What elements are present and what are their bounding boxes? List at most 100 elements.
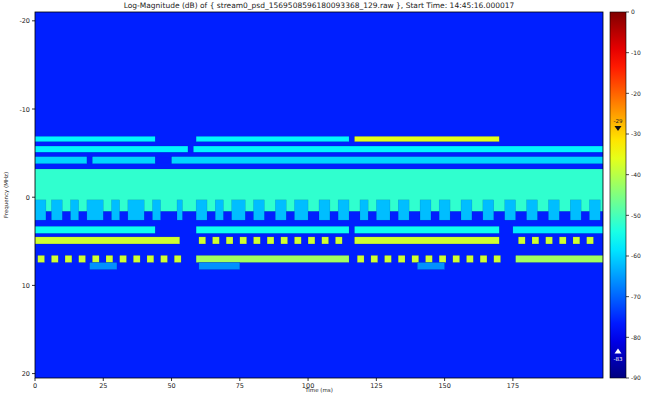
colorbar-tick-label: -10: [631, 49, 641, 56]
y-tick: [32, 285, 35, 286]
psd-cell: [196, 136, 349, 141]
psd-cell: [513, 226, 603, 233]
psd-cell: [35, 226, 155, 233]
psd-cell: [174, 255, 181, 262]
y-tick-label: 0: [26, 194, 30, 202]
psd-cell: [319, 200, 330, 220]
colorbar-tick-label: -20: [631, 90, 641, 97]
psd-cell: [417, 262, 444, 269]
y-tick: [32, 109, 35, 110]
psd-cell: [35, 136, 155, 141]
colorbar-marker: [615, 126, 622, 131]
colorbar-tick: [626, 337, 629, 338]
psd-cell: [532, 237, 539, 244]
psd-cell: [92, 255, 99, 262]
colorbar-marker-label: -83: [614, 356, 623, 362]
psd-cell: [226, 237, 233, 244]
psd-cell: [120, 255, 127, 262]
psd-cell: [398, 255, 405, 262]
psd-cell: [172, 157, 603, 164]
psd-cell: [480, 255, 487, 262]
y-axis-label: Frequency (MHz): [3, 172, 10, 218]
x-tick-label: 75: [236, 382, 244, 390]
psd-cell: [461, 200, 472, 220]
x-tick-label: 0: [33, 382, 37, 390]
y-tick: [32, 197, 35, 198]
x-axis-label: Time (ms): [304, 387, 333, 393]
psd-cell: [35, 237, 180, 244]
colorbar-tick: [626, 134, 629, 135]
psd-cell: [128, 200, 144, 220]
psd-cell: [199, 237, 206, 244]
psd-cell: [232, 200, 246, 220]
psd-cell: [439, 255, 446, 262]
psd-cell: [322, 237, 329, 244]
psd-cell: [215, 200, 223, 220]
colorbar-tick-label: -90: [631, 374, 641, 381]
y-tick-label: -20: [19, 17, 30, 25]
colorbar-marker: [615, 349, 622, 354]
colorbar-marker-label: -29: [614, 118, 623, 124]
colorbar-tick: [626, 215, 629, 216]
plot-area: [35, 12, 603, 378]
y-tick: [32, 20, 35, 21]
psd-cell: [505, 200, 516, 220]
psd-cell: [71, 200, 79, 220]
colorbar-tick-label: -50: [631, 212, 641, 219]
psd-cell: [35, 157, 87, 164]
psd-cell: [587, 237, 594, 244]
y-tick: [32, 373, 35, 374]
psd-cell: [196, 226, 349, 233]
psd-cell: [308, 237, 315, 244]
colorbar-tick: [626, 256, 629, 257]
psd-cell: [51, 255, 58, 262]
psd-cell: [570, 200, 581, 220]
psd-cell: [385, 255, 392, 262]
psd-cell: [152, 200, 160, 220]
psd-cell: [90, 262, 117, 269]
psd-cell: [65, 255, 72, 262]
psd-cell: [453, 255, 460, 262]
psd-cell: [92, 157, 155, 164]
x-tick-label: 175: [507, 382, 519, 390]
psd-cell: [196, 200, 207, 220]
noise-floor: [35, 12, 603, 378]
psd-cell: [38, 255, 45, 262]
psd-cell: [51, 200, 62, 220]
psd-cell: [35, 200, 46, 220]
psd-cell: [573, 237, 580, 244]
psd-cell: [518, 237, 525, 244]
y-tick-label: 10: [22, 282, 30, 290]
psd-cell: [193, 146, 603, 152]
psd-cell: [371, 255, 378, 262]
psd-cell: [355, 136, 500, 141]
psd-cell: [196, 255, 349, 262]
psd-cell: [335, 237, 342, 244]
psd-cell: [355, 226, 500, 233]
psd-cell: [177, 200, 182, 220]
x-tick-label: 150: [438, 382, 450, 390]
y-tick-label: -10: [19, 106, 30, 114]
psd-cell: [548, 200, 559, 220]
psd-cell: [275, 200, 286, 220]
x-tick-label: 50: [167, 382, 175, 390]
colorbar-tick: [626, 174, 629, 175]
colorbar-tick: [626, 52, 629, 53]
psd-cell: [294, 237, 301, 244]
psd-cell: [439, 200, 450, 220]
chart: Log-Magnitude (dB) of { stream0_psd_1569…: [0, 0, 645, 394]
psd-cell: [466, 255, 473, 262]
colorbar-tick: [626, 296, 629, 297]
psd-cell: [161, 255, 168, 262]
psd-cell: [338, 200, 349, 220]
colorbar: [610, 12, 626, 378]
psd-cell: [240, 237, 247, 244]
psd-cell: [426, 255, 433, 262]
colorbar-tick: [626, 378, 629, 379]
psd-cell: [398, 200, 409, 220]
psd-cell: [267, 237, 274, 244]
psd-cell: [355, 237, 500, 244]
psd-cell: [106, 255, 113, 262]
psd-cell: [589, 200, 600, 220]
psd-cell: [494, 255, 501, 262]
